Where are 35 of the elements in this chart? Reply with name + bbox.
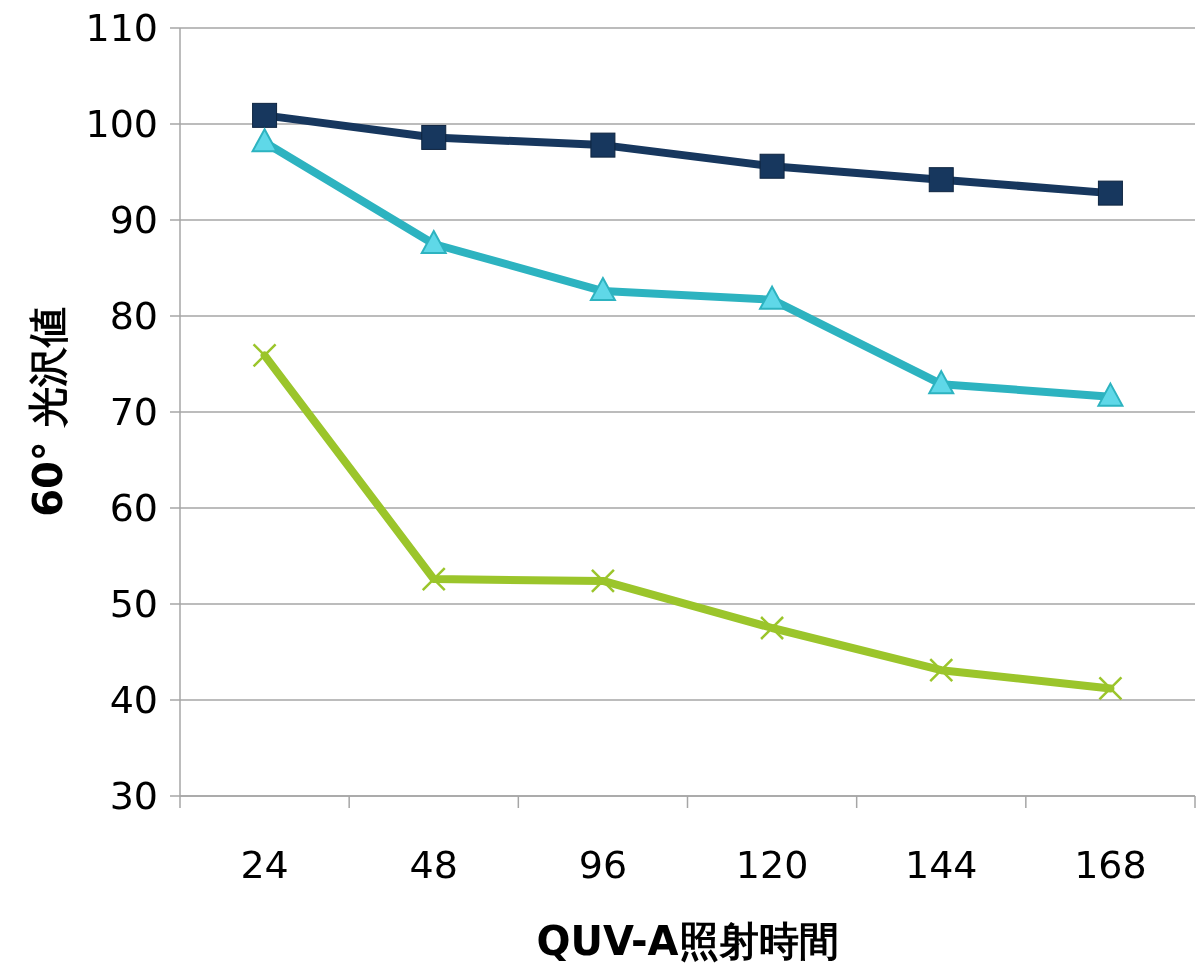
point	[252, 102, 278, 128]
point	[421, 566, 446, 592]
point	[1097, 382, 1124, 407]
point	[1098, 676, 1123, 701]
y-tick-label: 50	[109, 582, 158, 626]
x-tick-label: 120	[735, 843, 809, 887]
y-axis-title: 60° 光沢値	[25, 307, 71, 517]
point	[928, 370, 955, 395]
y-tick-label: 90	[109, 198, 158, 242]
y-tick-label: 110	[85, 6, 158, 50]
point	[252, 343, 277, 368]
x-tick-label: 48	[409, 843, 458, 887]
point	[928, 167, 954, 193]
y-tick-label: 80	[109, 294, 158, 338]
point	[420, 230, 447, 254]
y-tick-label: 70	[109, 390, 158, 434]
x-tick-label: 96	[578, 843, 628, 887]
point	[590, 132, 616, 158]
y-tick-label: 30	[109, 774, 158, 818]
point	[759, 153, 785, 179]
x-axis-title: QUV-A照射時間	[536, 918, 839, 964]
point	[1097, 180, 1123, 206]
x-tick-label: 24	[240, 843, 289, 887]
point	[589, 277, 616, 302]
point	[421, 124, 447, 150]
y-tick-label: 60	[109, 486, 158, 530]
y-tick-label: 100	[85, 102, 158, 146]
point	[590, 568, 616, 594]
y-tick-label: 40	[109, 678, 158, 722]
x-tick-label: 168	[1074, 843, 1147, 887]
x-tick-label: 144	[904, 843, 978, 887]
point	[759, 615, 785, 641]
point	[251, 128, 278, 153]
point	[759, 285, 786, 310]
point	[929, 657, 954, 683]
